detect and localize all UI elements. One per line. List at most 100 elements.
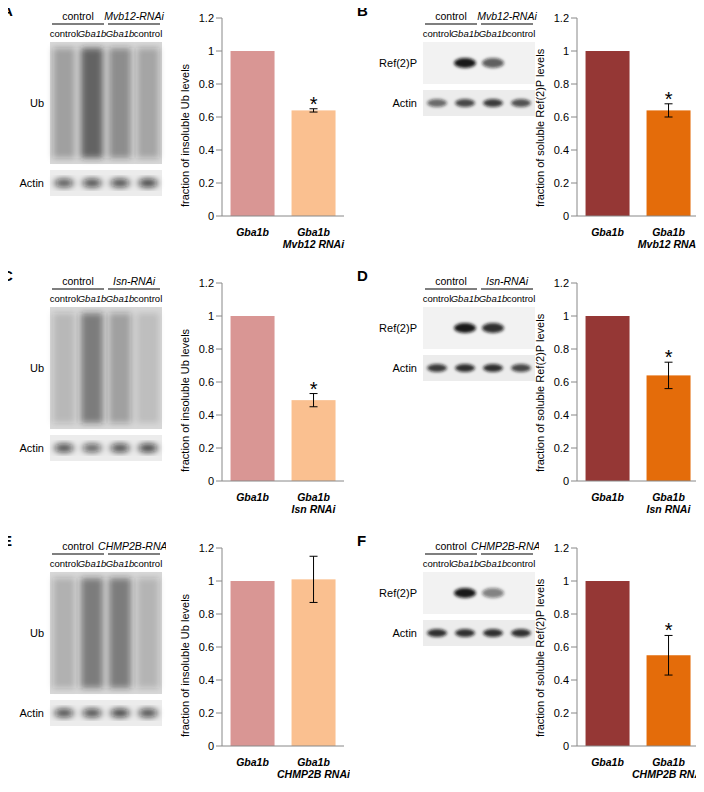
svg-text:*: * xyxy=(310,93,318,115)
svg-text:Gba1b: Gba1b xyxy=(591,226,624,238)
svg-text:1: 1 xyxy=(208,45,214,57)
svg-text:0.6: 0.6 xyxy=(554,376,569,388)
svg-text:0.6: 0.6 xyxy=(199,111,214,123)
svg-text:0.8: 0.8 xyxy=(554,608,569,620)
svg-text:Gba1b: Gba1b xyxy=(236,756,269,768)
svg-text:0.4: 0.4 xyxy=(554,409,569,421)
svg-text:0.4: 0.4 xyxy=(199,674,214,686)
svg-text:0.8: 0.8 xyxy=(199,78,214,90)
svg-text:0: 0 xyxy=(563,475,569,487)
svg-text:CHMP2B-RNAi: CHMP2B-RNAi xyxy=(471,540,539,552)
svg-text:Isn-RNAi: Isn-RNAi xyxy=(113,275,156,287)
svg-text:0.4: 0.4 xyxy=(554,144,569,156)
svg-text:fraction of soluble Ref(2)P le: fraction of soluble Ref(2)P levels xyxy=(534,313,546,472)
svg-text:control: control xyxy=(62,275,94,287)
svg-text:fraction of soluble Ref(2)P le: fraction of soluble Ref(2)P levels xyxy=(534,578,546,737)
svg-text:control: control xyxy=(62,540,94,552)
svg-text:1: 1 xyxy=(208,575,214,587)
svg-text:*: * xyxy=(665,619,673,641)
svg-text:Actin: Actin xyxy=(20,442,44,454)
svg-text:0.2: 0.2 xyxy=(554,442,569,454)
svg-text:1: 1 xyxy=(563,45,569,57)
svg-text:Gba1b: Gba1b xyxy=(106,293,135,304)
svg-text:Ref(2)P: Ref(2)P xyxy=(379,322,417,334)
svg-text:Gba1b: Gba1b xyxy=(106,28,135,39)
svg-text:Gba1bCHMP2B RNAi: Gba1bCHMP2B RNAi xyxy=(632,756,696,780)
svg-text:1.2: 1.2 xyxy=(199,542,214,554)
svg-text:0.2: 0.2 xyxy=(199,707,214,719)
svg-text:Mvb12-RNAi: Mvb12-RNAi xyxy=(104,10,164,22)
svg-text:Ub: Ub xyxy=(30,627,44,639)
svg-text:control: control xyxy=(507,558,536,569)
svg-text:0.6: 0.6 xyxy=(554,111,569,123)
svg-text:Gba1b: Gba1b xyxy=(451,558,480,569)
svg-text:fraction of insoluble Ub level: fraction of insoluble Ub levels xyxy=(179,328,191,472)
svg-text:1: 1 xyxy=(563,310,569,322)
svg-text:0: 0 xyxy=(208,475,214,487)
svg-text:1: 1 xyxy=(563,575,569,587)
svg-text:0.2: 0.2 xyxy=(554,707,569,719)
svg-text:CHMP2B-RNAi: CHMP2B-RNAi xyxy=(98,540,166,552)
svg-text:0.4: 0.4 xyxy=(554,674,569,686)
svg-text:0.2: 0.2 xyxy=(199,442,214,454)
svg-text:Actin: Actin xyxy=(393,362,417,374)
svg-text:control: control xyxy=(50,293,79,304)
svg-text:1.2: 1.2 xyxy=(554,12,569,24)
svg-text:*: * xyxy=(310,378,318,400)
svg-text:Actin: Actin xyxy=(393,627,417,639)
svg-text:fraction of insoluble Ub level: fraction of insoluble Ub levels xyxy=(179,63,191,207)
svg-text:Gba1bCHMP2B RNAi: Gba1bCHMP2B RNAi xyxy=(277,756,350,780)
svg-text:Gba1b: Gba1b xyxy=(451,28,480,39)
svg-text:control: control xyxy=(435,540,467,552)
svg-text:0.8: 0.8 xyxy=(554,78,569,90)
svg-text:Gba1b: Gba1b xyxy=(78,28,107,39)
svg-text:Actin: Actin xyxy=(20,707,44,719)
svg-text:1: 1 xyxy=(208,310,214,322)
svg-text:control: control xyxy=(50,558,79,569)
svg-text:Gba1bMvb12 RNAi: Gba1bMvb12 RNAi xyxy=(283,226,345,250)
svg-text:Gba1bIsn RNAi: Gba1bIsn RNAi xyxy=(292,491,337,515)
svg-text:*: * xyxy=(665,346,673,368)
svg-text:control: control xyxy=(134,28,163,39)
svg-text:Gba1b: Gba1b xyxy=(78,558,107,569)
svg-text:control: control xyxy=(134,558,163,569)
svg-text:Isn-RNAi: Isn-RNAi xyxy=(486,275,529,287)
svg-text:control: control xyxy=(134,293,163,304)
svg-text:control: control xyxy=(50,28,79,39)
svg-text:0: 0 xyxy=(563,210,569,222)
svg-text:Gba1b: Gba1b xyxy=(236,226,269,238)
svg-text:0: 0 xyxy=(563,740,569,752)
svg-text:0: 0 xyxy=(208,210,214,222)
svg-text:0.6: 0.6 xyxy=(554,641,569,653)
svg-text:0.8: 0.8 xyxy=(554,343,569,355)
svg-text:control: control xyxy=(423,558,452,569)
svg-text:1.2: 1.2 xyxy=(554,542,569,554)
svg-text:1.2: 1.2 xyxy=(199,277,214,289)
svg-text:control: control xyxy=(423,28,452,39)
svg-text:1.2: 1.2 xyxy=(554,277,569,289)
svg-text:control: control xyxy=(507,28,536,39)
svg-text:0.2: 0.2 xyxy=(554,177,569,189)
svg-text:control: control xyxy=(435,275,467,287)
svg-text:0.2: 0.2 xyxy=(199,177,214,189)
svg-text:Gba1bMvb12 RNAi: Gba1bMvb12 RNAi xyxy=(638,226,696,250)
svg-text:control: control xyxy=(62,10,94,22)
svg-text:Gba1b: Gba1b xyxy=(479,28,508,39)
svg-text:Gba1b: Gba1b xyxy=(591,756,624,768)
svg-text:0.4: 0.4 xyxy=(199,144,214,156)
svg-text:Mvb12-RNAi: Mvb12-RNAi xyxy=(477,10,537,22)
svg-text:Gba1b: Gba1b xyxy=(106,558,135,569)
svg-text:Ub: Ub xyxy=(30,362,44,374)
svg-text:Gba1b: Gba1b xyxy=(236,491,269,503)
svg-text:Gba1b: Gba1b xyxy=(451,293,480,304)
svg-text:Ref(2)P: Ref(2)P xyxy=(379,587,417,599)
svg-text:Actin: Actin xyxy=(393,97,417,109)
svg-text:0: 0 xyxy=(208,740,214,752)
svg-text:0.8: 0.8 xyxy=(199,608,214,620)
svg-text:0.6: 0.6 xyxy=(199,376,214,388)
svg-text:control: control xyxy=(423,293,452,304)
svg-text:Ub: Ub xyxy=(30,97,44,109)
svg-text:control: control xyxy=(507,293,536,304)
svg-text:control: control xyxy=(435,10,467,22)
svg-text:Gba1bIsn RNAi: Gba1bIsn RNAi xyxy=(647,491,692,515)
